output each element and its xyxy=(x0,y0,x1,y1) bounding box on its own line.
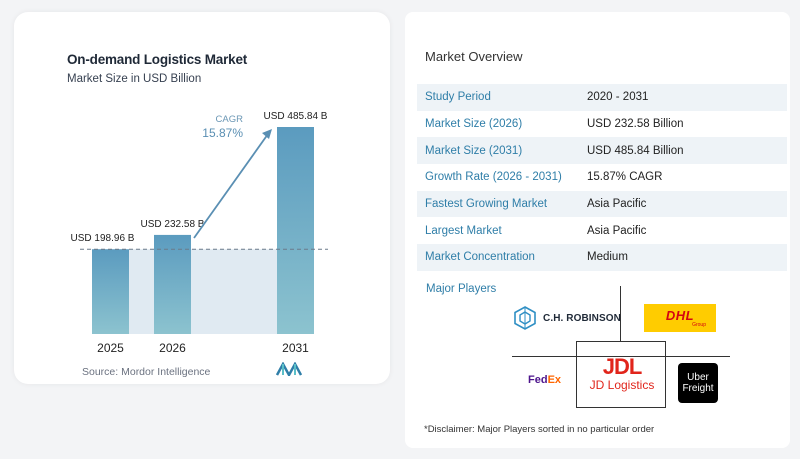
major-players-title: Major Players xyxy=(426,283,497,295)
grid-divider xyxy=(620,286,621,342)
jd-logistics-name: JD Logistics xyxy=(589,378,655,392)
bar-value-label: USD 232.58 B xyxy=(141,219,205,230)
fedex-logo: Fed Ex xyxy=(528,374,561,386)
row-value: Asia Pacific xyxy=(587,198,647,211)
grid-divider xyxy=(512,356,730,357)
table-row: Market Size (2031) USD 485.84 Billion xyxy=(417,137,787,165)
grid-divider xyxy=(665,341,666,408)
x-tick-label: 2026 xyxy=(159,341,186,355)
row-label: Fastest Growing Market xyxy=(425,198,548,211)
grid-divider xyxy=(576,341,666,342)
cagr-arrow-line xyxy=(193,133,269,239)
fedex-ex-text: Ex xyxy=(547,374,562,386)
overview-table: Study Period 2020 - 2031 Market Size (20… xyxy=(417,84,787,271)
bar-2031 xyxy=(277,127,314,334)
row-label: Study Period xyxy=(425,91,491,104)
dhl-group-text: Group xyxy=(692,321,706,328)
cagr-label: CAGR xyxy=(216,114,244,125)
grid-divider xyxy=(576,341,577,408)
disclaimer-text: *Disclaimer: Major Players sorted in no … xyxy=(424,424,655,435)
row-label: Growth Rate (2026 - 2031) xyxy=(425,171,562,184)
table-row: Largest Market Asia Pacific xyxy=(417,217,787,244)
chart-subtitle: Market Size in USD Billion xyxy=(67,73,202,85)
cagr-value: 15.87% xyxy=(202,126,243,140)
overview-title: Market Overview xyxy=(425,49,523,64)
fedex-fed-text: Fed xyxy=(528,374,548,386)
row-label: Market Concentration xyxy=(425,251,535,264)
dhl-logo: DHL Group xyxy=(644,304,716,332)
chrobinson-logo: C.H. ROBINSON xyxy=(513,305,621,331)
dhl-name: DHL xyxy=(665,307,695,323)
row-value: 2020 - 2031 xyxy=(587,91,649,104)
grid-divider xyxy=(576,407,666,408)
row-label: Market Size (2031) xyxy=(425,144,523,157)
x-tick-label: 2025 xyxy=(97,341,124,355)
baseline-band xyxy=(129,249,277,334)
freight-text: Freight xyxy=(682,383,714,394)
table-row: Market Concentration Medium xyxy=(417,244,787,271)
cagr-arrowhead-icon xyxy=(262,129,272,139)
table-row: Market Size (2026) USD 232.58 Billion xyxy=(417,111,787,138)
chrobinson-hex-icon xyxy=(514,306,536,330)
bar-2026 xyxy=(154,234,191,334)
row-value: Medium xyxy=(587,251,628,264)
uber-text: Uber xyxy=(687,372,709,383)
mordor-logo-icon xyxy=(276,362,302,376)
x-tick-label: 2031 xyxy=(282,341,309,355)
row-label: Market Size (2026) xyxy=(425,118,523,131)
table-row: Fastest Growing Market Asia Pacific xyxy=(417,190,787,218)
jd-logistics-logo: JDL JD Logistics xyxy=(584,354,660,393)
table-row: Study Period 2020 - 2031 xyxy=(417,84,787,111)
bar-value-label: USD 198.96 B xyxy=(71,233,135,244)
jd-logistics-mark: JDL xyxy=(602,354,643,379)
chrobinson-name: C.H. ROBINSON xyxy=(543,312,621,324)
row-label: Largest Market xyxy=(425,224,502,237)
chart-title: On-demand Logistics Market xyxy=(67,52,248,67)
bar-chart: USD 198.96 B 2025 USD 232.58 B 2026 USD 485.… xyxy=(71,111,328,355)
row-value: Asia Pacific xyxy=(587,224,647,237)
table-row: Growth Rate (2026 - 2031) 15.87% CAGR xyxy=(417,164,787,191)
row-value: USD 485.84 Billion xyxy=(587,144,684,157)
bar-value-label: USD 485.84 B xyxy=(264,111,328,122)
uber-freight-logo: Uber Freight xyxy=(678,363,718,403)
source-text: Source: Mordor Intelligence xyxy=(82,366,211,378)
row-value: USD 232.58 Billion xyxy=(587,118,684,131)
bar-2025 xyxy=(92,249,129,334)
row-value: 15.87% CAGR xyxy=(587,171,663,184)
